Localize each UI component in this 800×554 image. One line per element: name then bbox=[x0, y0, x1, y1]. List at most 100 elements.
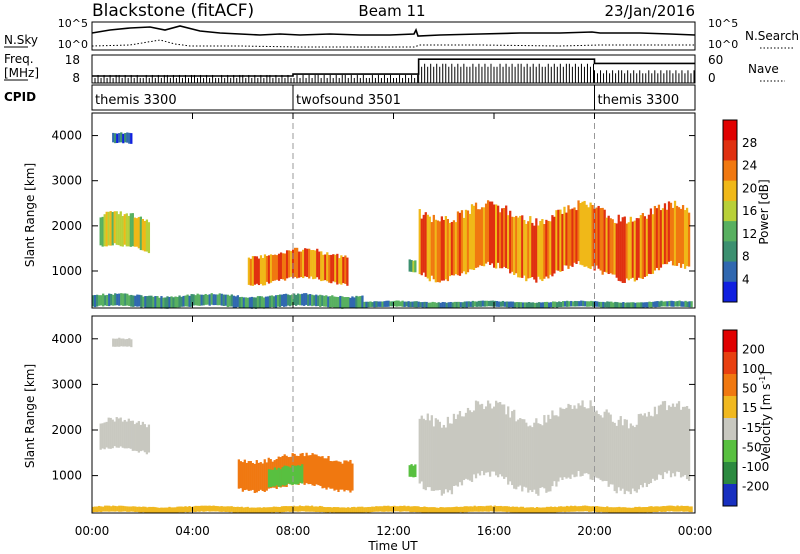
echo-cell bbox=[621, 425, 624, 489]
echo-cell bbox=[557, 416, 560, 482]
echo-cell bbox=[573, 207, 576, 263]
echo-cell bbox=[214, 294, 217, 306]
echo-cell bbox=[667, 201, 671, 262]
nave-right-tick-top: 60 bbox=[708, 53, 723, 67]
echo-cell bbox=[462, 217, 466, 272]
echo-cell bbox=[674, 301, 677, 307]
echo-cell bbox=[126, 293, 129, 306]
echo-cell bbox=[154, 296, 157, 309]
echo-cell bbox=[611, 219, 614, 275]
echo-cell bbox=[349, 297, 352, 309]
echo-cell bbox=[531, 302, 535, 308]
echo-cell bbox=[130, 506, 133, 512]
echo-cell bbox=[549, 302, 553, 308]
echo-cell bbox=[451, 507, 454, 513]
echo-cell bbox=[641, 213, 644, 279]
echo-cell bbox=[411, 506, 414, 513]
echo-cell bbox=[683, 406, 687, 476]
echo-cell bbox=[258, 296, 262, 309]
echo-cell bbox=[261, 257, 265, 286]
echo-cell bbox=[563, 506, 567, 513]
echo-cell bbox=[590, 300, 593, 307]
echo-cell bbox=[272, 506, 276, 513]
echo-cell bbox=[236, 295, 239, 307]
echo-cell bbox=[126, 506, 129, 512]
echo-cell bbox=[597, 205, 600, 269]
x-tick-label: 00:00 bbox=[75, 524, 110, 538]
echo-cell bbox=[383, 505, 386, 512]
echo-cell bbox=[501, 404, 504, 477]
echo-cell bbox=[551, 215, 554, 277]
echo-cell bbox=[533, 302, 537, 309]
echo-cell bbox=[306, 505, 310, 512]
echo-cell bbox=[519, 215, 522, 278]
echo-cell bbox=[605, 217, 608, 273]
echo-cell bbox=[327, 296, 330, 308]
echo-cell bbox=[112, 132, 115, 143]
echo-cell bbox=[313, 454, 316, 486]
echo-cell bbox=[624, 302, 627, 309]
echo-cell bbox=[353, 506, 356, 514]
echo-cell bbox=[565, 505, 569, 512]
echo-cell bbox=[523, 507, 527, 513]
echo-cell bbox=[114, 505, 117, 512]
echo-cell bbox=[222, 294, 225, 306]
echo-cell bbox=[307, 294, 310, 306]
echo-cell bbox=[469, 301, 472, 307]
echo-cell bbox=[244, 507, 247, 513]
echo-cell bbox=[455, 301, 458, 308]
echo-cell bbox=[414, 260, 417, 273]
echo-cell bbox=[460, 210, 464, 274]
time-axis-label: Time UT bbox=[367, 539, 418, 553]
echo-cell bbox=[349, 507, 352, 513]
echo-cell bbox=[436, 220, 439, 283]
echo-cell bbox=[429, 302, 432, 308]
cpid-segment-label: themis 3300 bbox=[95, 93, 177, 108]
echo-cell bbox=[463, 506, 466, 513]
echo-cell bbox=[673, 406, 677, 477]
echo-cell bbox=[586, 301, 589, 307]
echo-cell bbox=[581, 400, 584, 476]
power-colorbar-swatch bbox=[723, 160, 737, 182]
echo-cell bbox=[308, 248, 311, 279]
echo-cell bbox=[339, 461, 342, 490]
echo-cell bbox=[568, 301, 571, 307]
echo-cell bbox=[497, 506, 500, 512]
x-tick-label: 12:00 bbox=[376, 524, 411, 538]
echo-cell bbox=[379, 301, 382, 307]
echo-cell bbox=[104, 295, 107, 306]
echo-cell bbox=[679, 208, 683, 268]
echo-cell bbox=[113, 421, 116, 447]
echo-cell bbox=[431, 507, 434, 513]
echo-cell bbox=[479, 300, 483, 307]
echo-cell bbox=[200, 294, 203, 306]
echo-cell bbox=[144, 296, 147, 308]
echo-cell bbox=[335, 296, 338, 309]
echo-cell bbox=[96, 294, 99, 307]
echo-cell bbox=[297, 465, 300, 485]
echo-cell bbox=[345, 297, 348, 309]
echo-cell bbox=[489, 505, 492, 512]
echo-cell bbox=[274, 295, 278, 308]
echo-cell bbox=[347, 507, 350, 514]
echo-cell bbox=[566, 300, 569, 307]
echo-cell bbox=[521, 419, 524, 492]
echo-cell bbox=[481, 506, 484, 512]
echo-cell bbox=[470, 412, 474, 482]
echo-cell bbox=[432, 426, 435, 491]
date-title: 23/Jan/2016 bbox=[605, 2, 696, 20]
echo-cell bbox=[147, 222, 151, 254]
echo-cell bbox=[541, 507, 545, 513]
echo-cell bbox=[131, 213, 134, 247]
echo-cell bbox=[313, 295, 316, 306]
echo-cell bbox=[531, 222, 534, 278]
echo-cell bbox=[247, 257, 251, 285]
echo-cell bbox=[479, 506, 482, 512]
echo-cell bbox=[331, 295, 334, 308]
cpid-segment-label: twofsound 3501 bbox=[296, 93, 401, 108]
echo-cell bbox=[162, 507, 165, 513]
echo-cell bbox=[168, 296, 171, 308]
echo-cell bbox=[123, 214, 126, 245]
echo-cell bbox=[613, 222, 616, 275]
echo-cell bbox=[287, 250, 291, 278]
